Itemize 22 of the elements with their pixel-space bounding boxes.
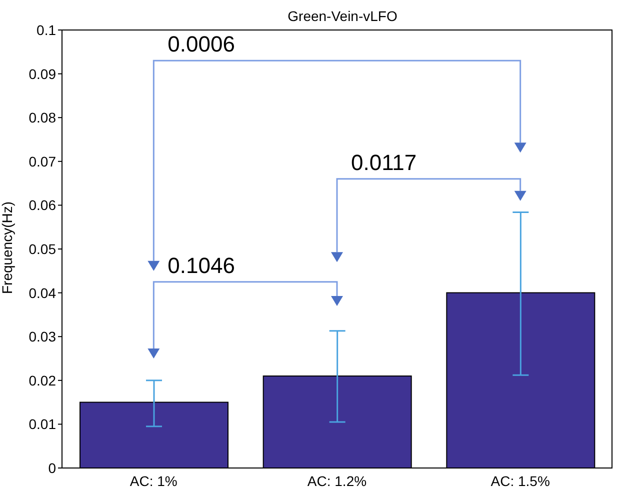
bar	[80, 402, 228, 468]
chart-title: Green-Vein-vLFO	[288, 8, 398, 24]
x-tick-label: AC: 1.5%	[490, 472, 550, 489]
y-tick-label: 0.06	[28, 197, 56, 214]
y-tick-label: 0	[48, 460, 56, 476]
x-tick-label: AC: 1%	[130, 472, 178, 489]
y-tick-label: 0.02	[28, 372, 56, 388]
y-tick-label: 0.05	[28, 240, 56, 257]
bar	[262, 376, 412, 468]
y-tick-label: 0.01	[28, 416, 56, 432]
y-tick-label: 0.04	[28, 284, 56, 301]
annotation: 0.0117	[351, 150, 417, 175]
y-tick-label: 0.07	[28, 153, 56, 170]
y-tick-label: 0.1	[36, 22, 56, 38]
annotation: 0.0006	[168, 32, 235, 57]
y-tick-label: 0.03	[28, 328, 56, 345]
y-axis-title: Frequency(Hz)	[0, 201, 15, 294]
y-tick-label: 0.09	[28, 66, 56, 82]
x-tick-label: AC: 1.2%	[307, 472, 367, 489]
y-tick-label: 0.08	[28, 110, 56, 126]
bar	[446, 292, 596, 468]
annotation: 0.1046	[168, 252, 235, 278]
